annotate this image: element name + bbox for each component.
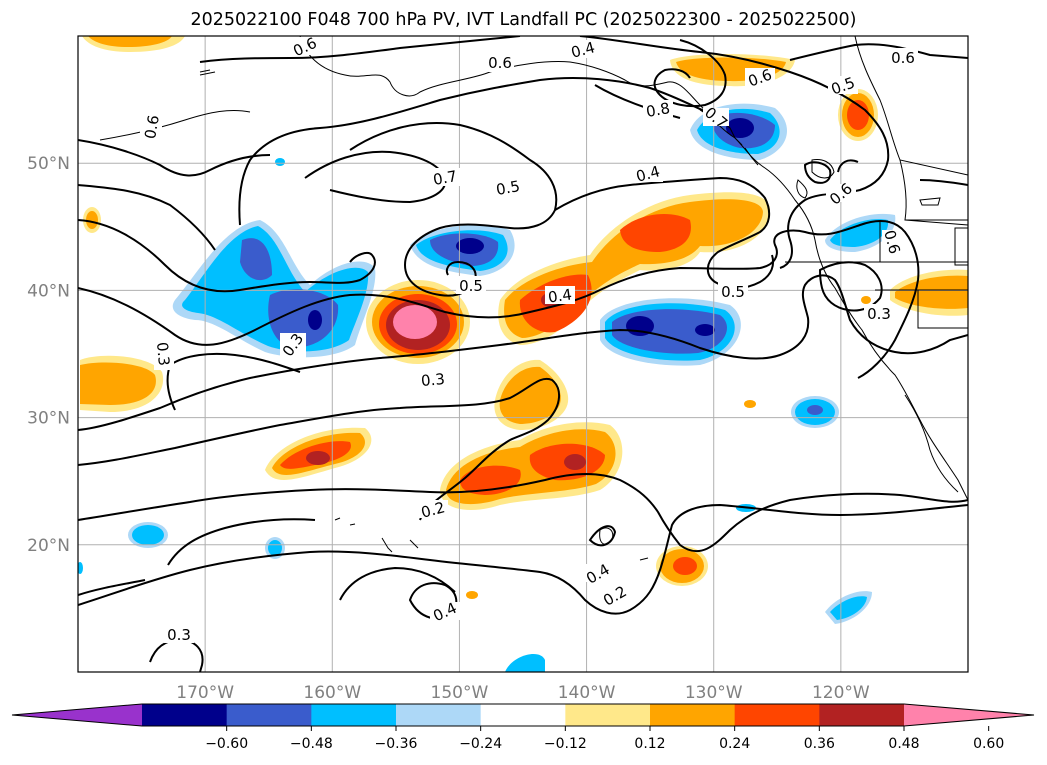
anomaly-positive-blob [82, 36, 185, 52]
latitude-label: 50°N [27, 154, 70, 174]
anomaly-negative-blob [275, 158, 285, 166]
filled-anomaly-field [78, 36, 968, 672]
contour-label: 0.5 [459, 277, 483, 295]
contour-label: 0.3 [167, 626, 191, 644]
anomaly-negative-blob [172, 220, 376, 358]
anomaly-positive-blob [494, 359, 569, 430]
colorbar-tick-label: −0.48 [290, 736, 333, 752]
contour-label: 0.5 [721, 283, 745, 301]
contour-label: 0.4 [569, 38, 597, 62]
colorbar-tick-label: 0.48 [888, 736, 919, 752]
colorbar-swatch [819, 704, 905, 726]
colorbar-outline [11, 703, 1035, 727]
anomaly-positive-blob [265, 427, 372, 480]
contour-label: 0.6 [891, 49, 915, 67]
colorbar-tick-label: 0.36 [804, 736, 835, 752]
anomaly-positive-blob [440, 422, 623, 510]
colorbar-extend-low [12, 704, 142, 726]
colorbar-swatch [396, 704, 482, 726]
contour-label: 0.2 [419, 498, 447, 522]
colorbar-extend-high [904, 704, 1034, 726]
longitude-labels: 170°W 160°W 150°W 140°W 130°W 120°W [176, 683, 870, 703]
anomaly-negative-blob [78, 562, 83, 574]
contour-label: 0.6 [488, 54, 512, 72]
colorbar-tick-label: 0.12 [634, 736, 665, 752]
colorbar-swatch [480, 704, 566, 726]
anomaly-negative-blob [265, 537, 285, 559]
colorbar-tick-label: −0.60 [205, 736, 248, 752]
contour-label: 0.3 [153, 341, 173, 366]
longitude-label: 140°W [558, 683, 616, 703]
anomaly-negative-blob [600, 298, 741, 366]
anomaly-positive-blob [861, 296, 871, 304]
contour-label: 0.3 [867, 305, 891, 323]
colorbar-swatch [734, 704, 820, 726]
anomaly-negative-blob [791, 396, 839, 428]
colorbar-tick-label: 0.60 [973, 736, 1004, 752]
contour-label: 0.6 [880, 228, 904, 256]
contour-label: 0.4 [634, 162, 662, 186]
anomaly-negative-blob [410, 225, 515, 276]
longitude-label: 160°W [303, 683, 361, 703]
colorbar-tick-label: 0.24 [719, 736, 750, 752]
colorbar-swatch [226, 704, 312, 726]
anomaly-positive-blob [466, 591, 478, 599]
anomaly-negative-blob [505, 653, 545, 672]
longitude-label: 150°W [431, 683, 489, 703]
latitude-labels: 50°N 40°N 30°N 20°N [27, 154, 70, 556]
contour-label: 0.3 [420, 370, 445, 390]
pv-contour-lines [78, 36, 968, 672]
longitude-label: 130°W [685, 683, 743, 703]
latitude-label: 40°N [27, 281, 70, 301]
colorbar-swatch [142, 704, 228, 726]
anomaly-positive-blob [83, 207, 101, 233]
anomaly-negative-blob [825, 213, 896, 252]
anomaly-positive-blob [366, 280, 470, 364]
contour-label: 0.8 [645, 99, 672, 121]
anomaly-negative-blob [825, 591, 872, 624]
anomaly-positive-blob [890, 269, 968, 316]
map-title: 2025022100 F048 700 hPa PV, IVT Landfall… [190, 10, 857, 30]
colorbar-swatch [565, 704, 651, 726]
anomaly-positive-blob [670, 54, 795, 87]
longitude-label: 120°W [812, 683, 870, 703]
anomaly-positive-blob [838, 89, 878, 141]
contour-label: 0.6 [141, 114, 163, 141]
latitude-label: 20°N [27, 536, 70, 556]
colorbar-tick-label: −0.12 [544, 736, 587, 752]
colorbar-tick-label: −0.24 [459, 736, 502, 752]
contour-label: 0.5 [495, 177, 522, 199]
anomaly-negative-blob [128, 522, 168, 548]
contour-label: 0.6 [826, 179, 856, 208]
anomaly-positive-blob [80, 355, 164, 412]
anomaly-positive-blob [656, 546, 708, 586]
latitude-label: 30°N [27, 409, 70, 429]
map-frame [77, 35, 969, 673]
anomaly-positive-blob [744, 400, 756, 408]
contour-label: 0.4 [547, 285, 573, 306]
colorbar-swatch [311, 704, 397, 726]
colorbar: −0.60 −0.48 −0.36 −0.24 −0.12 0.12 0.24 0.36 0.4… [11, 703, 1035, 752]
contour-label: 0.7 [432, 167, 459, 189]
colorbar-swatch [650, 704, 736, 726]
longitude-label: 170°W [176, 683, 234, 703]
colorbar-tick-label: −0.36 [375, 736, 418, 752]
